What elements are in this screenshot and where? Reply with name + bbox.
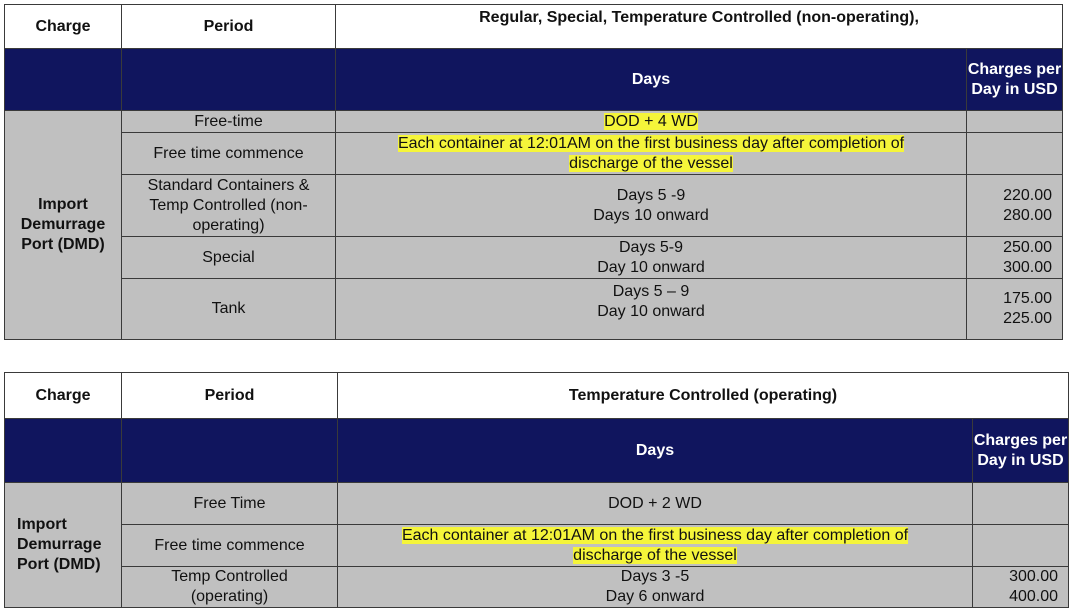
charge-label: Import Demurrage Port (DMD)	[4, 110, 122, 340]
charges-cell: 175.00 225.00	[965, 278, 1064, 340]
charges-cell: 300.00 400.00	[971, 566, 1070, 608]
blue-empty	[4, 418, 122, 483]
demurrage-table-operating: Charge Period Temperature Controlled (op…	[4, 372, 1070, 608]
header-period: Period	[121, 372, 338, 419]
period-cell: Free time commence	[121, 132, 336, 175]
days-cell: DOD + 4 WD	[335, 110, 967, 133]
days-cell: Each container at 12:01AM on the first b…	[335, 132, 967, 175]
charges-cell: 220.00 280.00	[965, 174, 1064, 237]
charge-value: 225.00	[1003, 310, 1053, 327]
charges-cell: 250.00 300.00	[965, 236, 1064, 279]
days-line: Days 3 -5	[620, 568, 690, 585]
header-period: Period	[121, 4, 336, 49]
demurrage-table-non-operating: Charge Period Regular, Special, Temperat…	[4, 4, 1064, 340]
days-line: Days 5-9	[618, 238, 684, 256]
period-cell: Free time commence	[121, 524, 338, 567]
days-line: Day 10 onward	[597, 258, 705, 276]
days-cell: DOD + 2 WD	[337, 482, 973, 525]
header-charges: Charges per Day in USD	[971, 418, 1070, 483]
days-cell: Days 3 -5 Day 6 onward	[337, 566, 973, 608]
period-text: Standard Containers & Temp Controlled (n…	[147, 176, 310, 234]
period-cell: Standard Containers & Temp Controlled (n…	[121, 174, 336, 237]
charge-value: 220.00	[1003, 186, 1053, 204]
period-cell: Tank	[121, 278, 336, 340]
charges-cell	[965, 132, 1064, 175]
days-line: Days 5 -9	[616, 186, 686, 204]
charges-cell	[971, 482, 1070, 525]
days-cell: Each container at 12:01AM on the first b…	[337, 524, 973, 567]
header-charges: Charges per Day in USD	[965, 48, 1064, 111]
period-text: Temp Controlled (operating)	[171, 568, 288, 605]
header-days: Days	[335, 48, 967, 111]
days-text: Each container at 12:01AM on the first b…	[401, 526, 909, 564]
days-cell: Days 5 -9 Days 10 onward	[335, 174, 967, 237]
charge-label: Import Demurrage Port (DMD)	[4, 482, 122, 608]
charge-value: 175.00	[1003, 290, 1053, 307]
charges-cell	[965, 110, 1064, 133]
days-text: Each container at 12:01AM on the first b…	[397, 134, 905, 172]
header-charge: Charge	[4, 4, 122, 49]
header-category: Temperature Controlled (operating)	[336, 372, 1070, 419]
header-charge: Charge	[4, 372, 122, 419]
days-cell: Days 5-9 Day 10 onward	[335, 236, 967, 279]
days-line: Day 6 onward	[605, 588, 705, 605]
charge-value: 250.00	[1003, 238, 1053, 256]
charges-cell	[971, 524, 1070, 567]
days-line: Days 10 onward	[593, 206, 709, 224]
charge-value: 300.00	[1003, 258, 1053, 276]
period-cell: Free-time	[121, 110, 336, 133]
days-cell: Days 5 – 9 Day 10 onward	[335, 278, 967, 340]
header-days: Days	[337, 418, 973, 483]
charge-value: 300.00	[1009, 568, 1059, 585]
charge-value: 280.00	[1003, 206, 1053, 224]
period-cell: Temp Controlled (operating)	[121, 566, 338, 608]
period-cell: Special	[121, 236, 336, 279]
blue-empty	[4, 48, 122, 111]
days-line: Days 5 – 9	[612, 283, 690, 300]
blue-empty	[121, 418, 338, 483]
header-category: Regular, Special, Temperature Controlled…	[334, 4, 1064, 49]
days-text: DOD + 4 WD	[604, 112, 698, 130]
blue-empty	[121, 48, 336, 111]
period-cell: Free Time	[121, 482, 338, 525]
charge-value: 400.00	[1009, 588, 1059, 605]
days-line: Day 10 onward	[597, 303, 705, 320]
